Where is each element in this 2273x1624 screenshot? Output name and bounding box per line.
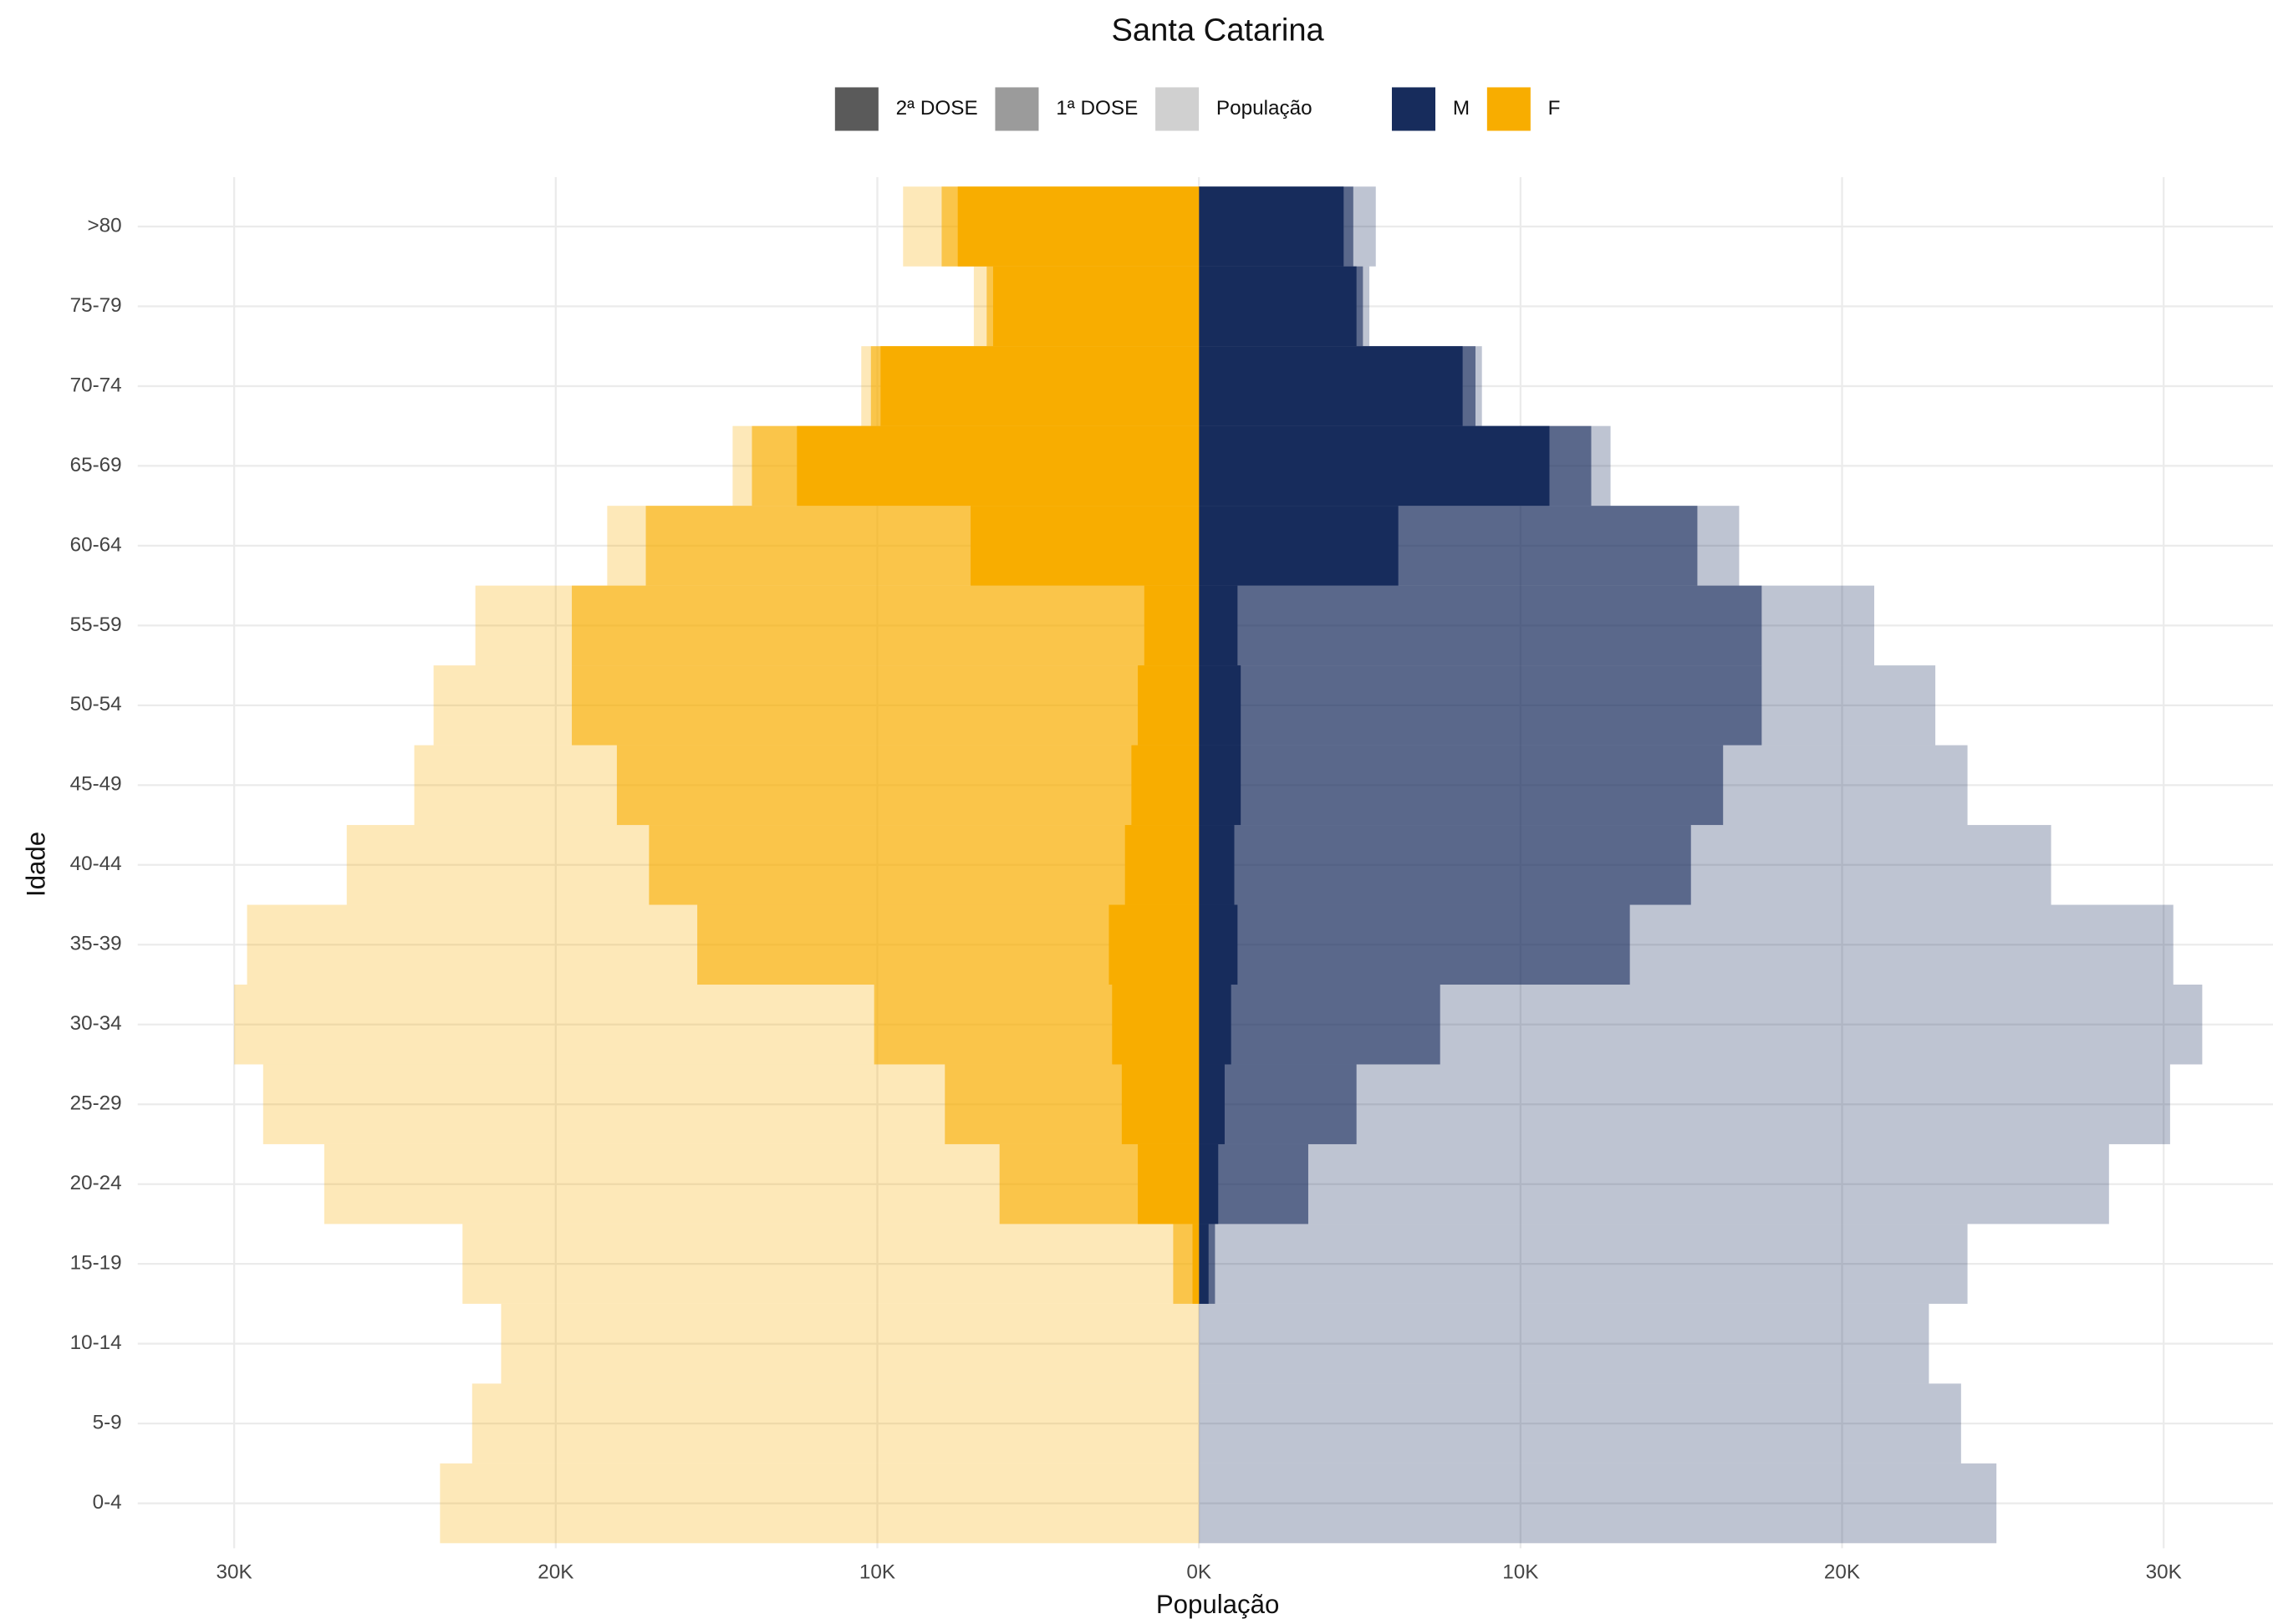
legend-label: 2ª DOSE <box>896 97 978 120</box>
bar <box>1199 665 1241 746</box>
x-tick-label: 0K <box>1186 1560 1211 1583</box>
bar <box>1199 1224 1968 1304</box>
bar <box>616 745 1200 826</box>
bar <box>1199 425 1550 507</box>
bar <box>1112 985 1200 1065</box>
legend-swatch <box>1486 87 1531 131</box>
y-tick-label: 50-54 <box>70 693 122 715</box>
y-tick-label: 75-79 <box>70 294 122 317</box>
y-tick-label: >80 <box>87 214 121 237</box>
bar <box>1199 346 1463 426</box>
bar <box>1199 904 1630 985</box>
bar <box>1199 1383 1961 1464</box>
y-tick-label: 5-9 <box>93 1412 122 1434</box>
x-axis-title: População <box>1156 1590 1279 1619</box>
bar <box>971 506 1200 586</box>
y-tick-label: 10-14 <box>70 1331 122 1354</box>
bar <box>1199 825 1691 905</box>
bar <box>1108 904 1200 985</box>
y-tick-label: 60-64 <box>70 533 122 556</box>
bar <box>957 186 1200 267</box>
bar <box>1199 186 1344 267</box>
y-tick-label: 55-59 <box>70 613 122 636</box>
bar <box>1199 1143 2109 1224</box>
bar <box>1138 665 1200 746</box>
legend-swatch <box>1155 87 1200 131</box>
bar <box>1199 266 1357 347</box>
bar <box>1199 1064 1357 1144</box>
y-axis-title: Idade <box>21 832 50 897</box>
legend-swatch <box>995 87 1039 131</box>
bar <box>1199 1143 1219 1224</box>
bar <box>797 425 1200 507</box>
bar <box>1192 1224 1200 1304</box>
y-tick-label: 15-19 <box>70 1252 122 1275</box>
y-tick-label: 40-44 <box>70 853 122 875</box>
bar <box>1199 825 1235 905</box>
y-tick-label: 70-74 <box>70 374 122 396</box>
y-tick-label: 45-49 <box>70 773 122 796</box>
bar <box>1121 1064 1200 1144</box>
bar <box>1199 585 1762 666</box>
legend-swatch <box>834 87 879 131</box>
bar <box>1131 745 1200 826</box>
bar <box>880 346 1200 426</box>
bar <box>471 1383 1200 1464</box>
bar <box>992 266 1200 347</box>
bar <box>1199 1463 1997 1544</box>
bar <box>649 825 1200 905</box>
bar <box>1199 665 1762 746</box>
bar <box>440 1463 1200 1544</box>
y-tick-label: 20-24 <box>70 1172 122 1194</box>
legend: 2ª DOSE 1ª DOSE População M F <box>834 87 1561 131</box>
bar <box>1199 745 1241 826</box>
y-tick-label: 65-69 <box>70 454 122 476</box>
legend-swatch <box>1391 87 1436 131</box>
bar <box>1199 1303 1929 1384</box>
bars <box>234 186 2203 1544</box>
bar <box>1144 585 1200 666</box>
chart-title: Santa Catarina <box>1111 13 1324 48</box>
bar <box>1199 506 1399 586</box>
bar <box>1199 585 1238 666</box>
legend-label: M <box>1453 97 1470 120</box>
bar <box>572 665 1200 746</box>
bar <box>1199 745 1724 826</box>
bar <box>1138 1143 1200 1224</box>
x-tick-label: 20K <box>538 1560 573 1583</box>
legend-label: 1ª DOSE <box>1056 97 1138 120</box>
legend-label: População <box>1216 97 1312 120</box>
x-tick-label: 30K <box>2146 1560 2182 1583</box>
bar <box>1199 985 1440 1065</box>
bar <box>1199 1224 1209 1304</box>
x-tick-label: 10K <box>1502 1560 1538 1583</box>
y-tick-label: 30-34 <box>70 1012 122 1035</box>
bar <box>1199 904 1238 985</box>
x-tick-label: 30K <box>217 1560 252 1583</box>
y-tick-label: 0-4 <box>93 1491 122 1514</box>
legend-label: F <box>1548 97 1561 120</box>
bar <box>1199 985 1231 1065</box>
x-tick-label: 10K <box>859 1560 895 1583</box>
bar <box>1199 1064 2170 1144</box>
y-tick-label: 35-39 <box>70 933 122 955</box>
bar <box>1199 1064 1225 1144</box>
bar <box>462 1224 1200 1304</box>
bar <box>1124 825 1200 905</box>
x-tick-label: 20K <box>1824 1560 1860 1583</box>
y-tick-label: 25-29 <box>70 1092 122 1115</box>
bar <box>501 1303 1200 1384</box>
bar <box>572 585 1200 666</box>
